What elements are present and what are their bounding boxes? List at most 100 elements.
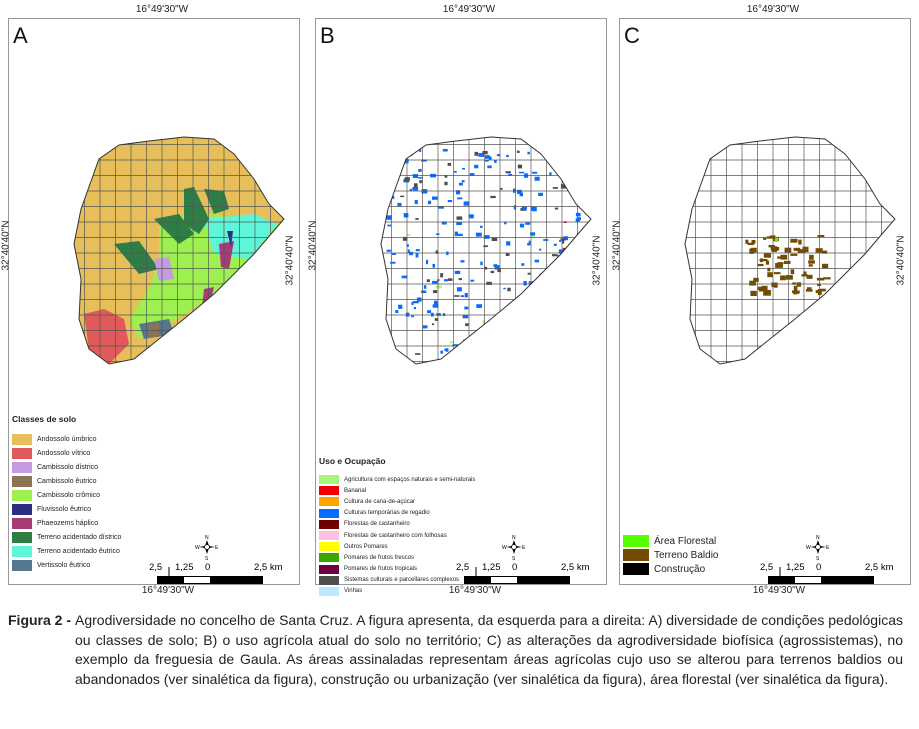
change-patch xyxy=(797,249,806,253)
land-use-patch xyxy=(391,253,396,255)
land-use-patch xyxy=(518,171,525,174)
change-patch xyxy=(798,239,802,245)
left-latitude-label: 32°40'40"N xyxy=(611,220,623,271)
legend-swatch xyxy=(12,545,32,557)
land-use-patch xyxy=(502,310,509,314)
land-use-patch xyxy=(527,311,533,313)
land-use-patch xyxy=(405,312,410,317)
legend-swatch xyxy=(623,535,649,547)
land-use-patch xyxy=(490,270,495,274)
land-use-patch xyxy=(414,200,418,205)
land-use-patch xyxy=(507,287,511,292)
land-use-patch xyxy=(426,279,430,283)
legend-item: Cambissolo êutrico xyxy=(12,474,121,488)
land-use-patch xyxy=(432,280,438,284)
land-use-patch xyxy=(562,300,566,304)
land-use-patch xyxy=(454,295,460,297)
legend-item: Cultura de cana-de-açúcar xyxy=(319,496,475,507)
land-use-patch xyxy=(513,205,517,210)
figure-caption: Figura 2 - Agrodiversidade no concelho d… xyxy=(8,611,903,689)
land-use-patch xyxy=(452,344,459,346)
land-use-patch xyxy=(400,195,405,198)
land-use-patch xyxy=(506,241,511,246)
land-use-patch xyxy=(480,225,483,228)
land-use-patch xyxy=(490,195,496,199)
svg-text:W: W xyxy=(502,545,507,551)
legend-item: Florestas de castanheiro com folhosas xyxy=(319,530,475,541)
land-use-patch xyxy=(474,164,479,169)
land-use-patch xyxy=(539,248,542,251)
land-use-patch xyxy=(415,249,420,252)
land-use-patch xyxy=(555,306,562,309)
land-use-patch xyxy=(530,232,536,236)
land-use-patch xyxy=(579,316,583,320)
land-use-patch xyxy=(521,206,527,210)
land-use-patch xyxy=(521,263,525,266)
legend-item: Construção xyxy=(623,562,718,576)
legend-label: Sistemas culturais e parcellares complex… xyxy=(344,577,460,584)
land-use-patch xyxy=(538,192,543,196)
change-patch xyxy=(802,246,809,253)
change-patch xyxy=(747,242,755,245)
land-use-patch xyxy=(541,352,545,356)
land-use-patch xyxy=(435,285,442,289)
change-patch xyxy=(803,271,807,277)
municipality-outline xyxy=(73,136,285,365)
top-longitude-label: 16°49'30"W xyxy=(135,4,189,15)
map-panel-b: B Uso e Ocupação Agricultura com espaços … xyxy=(315,18,607,596)
land-use-patch xyxy=(528,240,531,245)
top-longitude-label: 16°49'30"W xyxy=(746,4,800,15)
land-use-patch xyxy=(454,231,458,237)
land-use-patch xyxy=(560,238,566,241)
legend-label: Andossolo vítrico xyxy=(37,449,91,457)
land-use-patch xyxy=(532,171,538,174)
land-use-patch xyxy=(567,261,571,265)
land-use-patch xyxy=(456,216,463,220)
change-patch xyxy=(808,260,815,264)
land-use-patch xyxy=(448,278,453,281)
legend-item: Cambissolo dístrico xyxy=(12,460,121,474)
land-use-patch xyxy=(406,244,409,247)
land-use-patch xyxy=(496,154,501,157)
legend-label: Outros Pomares xyxy=(344,543,388,550)
land-use-patch xyxy=(474,151,479,156)
legend-item: Vertissolo êutrico xyxy=(12,558,121,572)
change-patch xyxy=(750,290,757,296)
legend-swatch xyxy=(319,586,339,596)
land-use-patch xyxy=(523,281,527,286)
change-patch xyxy=(777,262,784,265)
land-use-patch xyxy=(518,342,522,346)
caption-text: Agrodiversidade no concelho de Santa Cru… xyxy=(75,612,903,687)
legend-swatch xyxy=(12,559,32,571)
land-use-patch xyxy=(423,285,427,289)
change-patch xyxy=(822,263,829,269)
land-use-patch xyxy=(404,159,409,163)
legend-swatch xyxy=(319,519,339,529)
legend-item: Phaeozems háplico xyxy=(12,516,121,530)
land-use-patch xyxy=(402,161,409,164)
soil-cambissolo-districo xyxy=(154,257,174,281)
land-use-patch xyxy=(407,234,411,236)
legend-swatch xyxy=(623,563,649,575)
bottom-longitude-label: 16°49'30"W xyxy=(752,585,806,596)
land-use-patch xyxy=(415,253,419,258)
change-patch xyxy=(767,267,771,272)
land-use-patch xyxy=(573,256,579,259)
right-latitude-label: 32°40'40"N xyxy=(895,235,907,286)
right-latitude-label: 32°40'40"N xyxy=(284,235,296,286)
legend-label: Terreno acidentado êutrico xyxy=(37,547,120,555)
land-use-patch xyxy=(541,342,547,345)
land-use-patch xyxy=(426,259,429,265)
legend: Uso e Ocupação Agricultura com espaços na… xyxy=(319,456,475,597)
legend-item: Bananal xyxy=(319,485,475,496)
land-use-patch xyxy=(422,325,428,329)
land-use-patch xyxy=(552,187,558,189)
svg-text:N: N xyxy=(816,535,820,541)
land-use-patch xyxy=(409,188,412,191)
land-use-patch xyxy=(432,323,435,326)
land-use-patch xyxy=(582,204,588,207)
legend-swatch xyxy=(12,489,32,501)
change-patch xyxy=(774,285,778,288)
land-use-patch xyxy=(553,243,557,246)
svg-text:W: W xyxy=(806,545,811,551)
